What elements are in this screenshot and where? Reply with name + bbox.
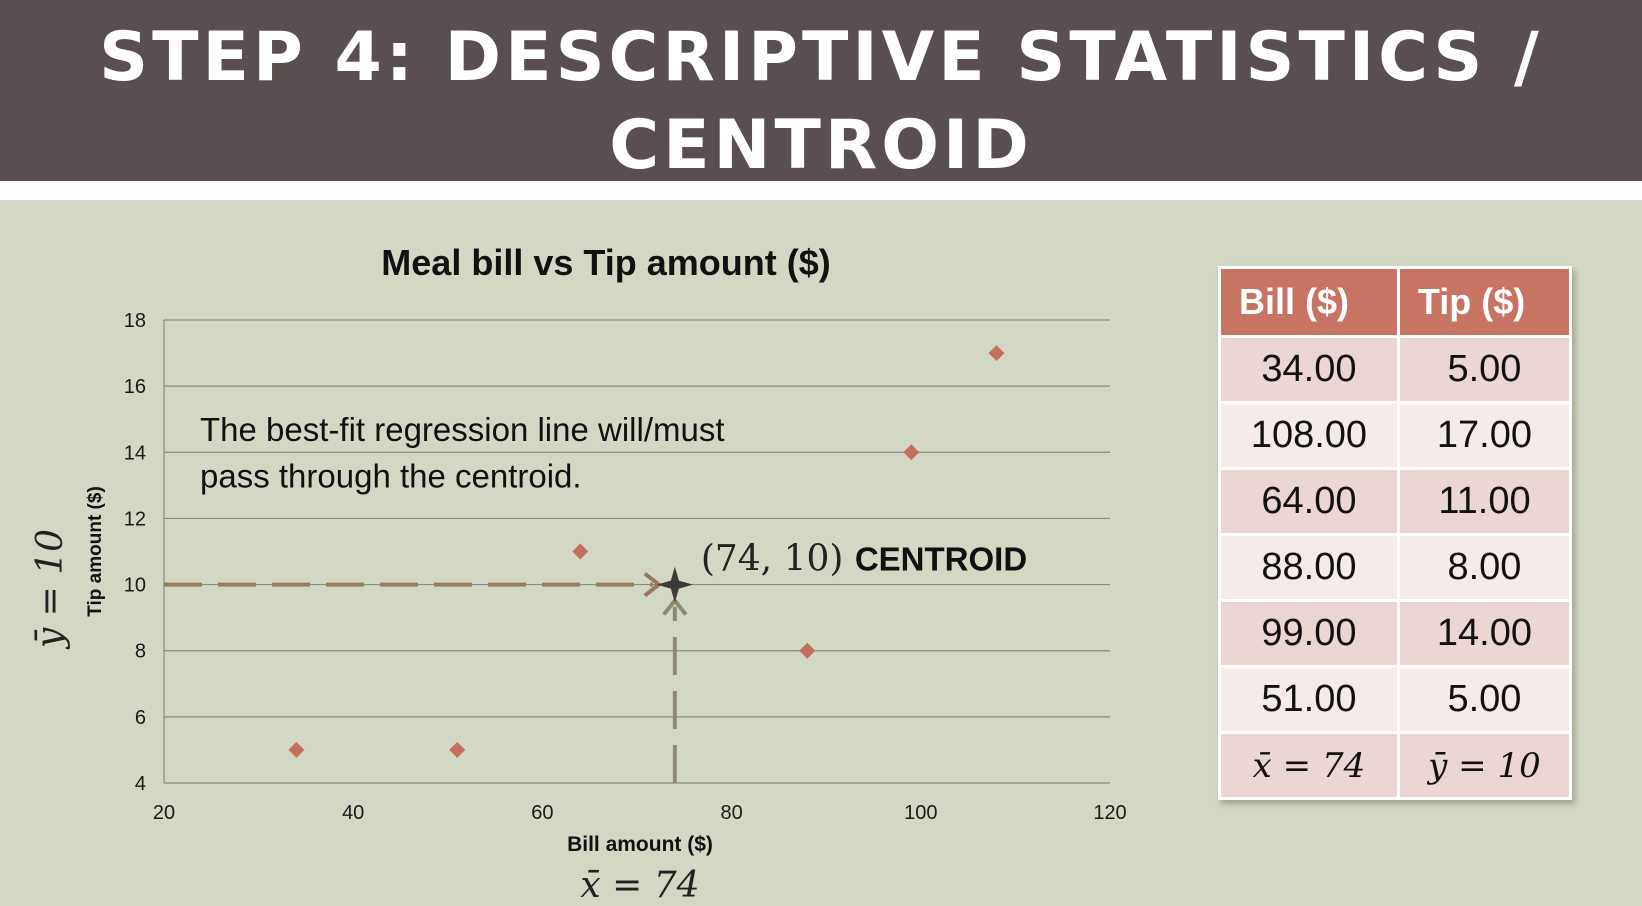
centroid-label: CENTROID (855, 541, 1027, 578)
scatter-chart: 4 6 8 10 12 14 16 18 20 40 60 80 100 120 Tip amount (… (30, 310, 1127, 824)
cell-tip: 5.00 (1396, 665, 1573, 734)
centroid-marker (656, 566, 693, 603)
y-tick-label: 14 (124, 442, 146, 464)
x-tick-label: 100 (904, 802, 937, 824)
cell-tip: 14.00 (1396, 599, 1573, 668)
y-tick-label: 12 (124, 508, 146, 530)
cell-tip: 11.00 (1396, 467, 1573, 536)
chart-title: Meal bill vs Tip amount ($) (381, 242, 831, 283)
y-tick-label: 6 (135, 707, 146, 729)
x-tick-label: 60 (531, 802, 553, 824)
column-header-bill: Bill ($) (1218, 266, 1400, 338)
cell-bill: 51.00 (1218, 665, 1400, 734)
data-point (288, 741, 305, 758)
cell-bill: 88.00 (1218, 533, 1400, 602)
x-tick-label: 120 (1093, 802, 1126, 824)
cell-x-mean: x̄ = 74 (1218, 731, 1400, 800)
table-row: 88.00 8.00 (1218, 533, 1573, 602)
column-header-tip: Tip ($) (1396, 266, 1573, 338)
x-axis-label: Bill amount ($) (567, 833, 713, 856)
x-tick-label: 20 (153, 802, 175, 824)
table-row: 108.00 17.00 (1218, 401, 1573, 470)
slide-title-line-1: STEP 4: DESCRIPTIVE STATISTICS / (99, 18, 1543, 97)
table-row: 99.00 14.00 (1218, 599, 1573, 668)
table-header-row: Bill ($) Tip ($) (1218, 266, 1573, 338)
centroid-arrows (164, 571, 688, 783)
x-tick-label: 80 (720, 802, 742, 824)
x-tick-label: 40 (342, 802, 364, 824)
regression-note-line-2: pass through the centroid. (200, 457, 582, 494)
centroid-coordinates: (74, 10) (701, 539, 844, 580)
data-point (572, 543, 589, 560)
cell-bill: 99.00 (1218, 599, 1400, 668)
data-point (988, 345, 1005, 362)
slide-header: STEP 4: DESCRIPTIVE STATISTICS / CENTROI… (0, 0, 1642, 185)
y-tick-label: 18 (124, 310, 146, 332)
table-stats-row: x̄ = 74 ȳ = 10 (1218, 731, 1573, 800)
cell-bill: 64.00 (1218, 467, 1400, 536)
data-table: Bill ($) Tip ($) 34.00 5.00 108.00 17.00… (1218, 266, 1573, 800)
header-divider (0, 181, 1642, 200)
tick-labels: 4 6 8 10 12 14 16 18 20 40 60 80 100 120 (124, 310, 1127, 824)
table-row: 34.00 5.00 (1218, 335, 1573, 404)
cell-bill: 34.00 (1218, 335, 1400, 404)
data-point (449, 741, 466, 758)
y-tick-label: 16 (124, 376, 146, 398)
y-tick-label: 4 (135, 773, 146, 795)
data-points (288, 345, 1005, 758)
table-row: 64.00 11.00 (1218, 467, 1573, 536)
cell-bill: 108.00 (1218, 401, 1400, 470)
cell-tip: 17.00 (1396, 401, 1573, 470)
cell-tip: 8.00 (1396, 533, 1573, 602)
y-tick-label: 8 (135, 641, 146, 663)
data-point (903, 444, 920, 461)
x-bar-label: x̄ = 74 (580, 865, 700, 906)
annotations: Tip amount ($) ȳ = 10 The best-fit regre… (30, 411, 1027, 650)
data-point (799, 642, 816, 659)
regression-note-line-1: The best-fit regression line will/must (200, 411, 725, 448)
y-tick-label: 10 (124, 575, 146, 597)
cell-tip: 5.00 (1396, 335, 1573, 404)
y-bar-label: ȳ = 10 (30, 529, 71, 650)
slide-title-line-2: CENTROID (609, 106, 1033, 185)
y-axis-label: Tip amount ($) (85, 486, 106, 617)
grid-layer (163, 319, 1110, 784)
cell-y-mean: ȳ = 10 (1396, 731, 1573, 800)
table-row: 51.00 5.00 (1218, 665, 1573, 734)
